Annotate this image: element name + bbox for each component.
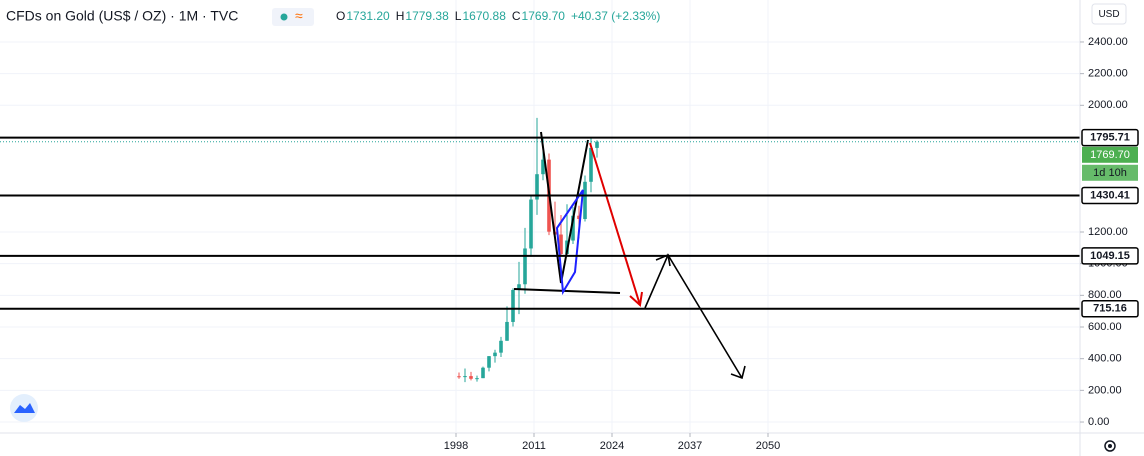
legend-value: 1779.38 xyxy=(405,9,449,23)
header: CFDs on Gold (US$ / OZ) · 1M · TVC ≈ O 17… xyxy=(6,8,660,26)
legend-label: H xyxy=(396,9,405,23)
candle-body xyxy=(523,248,527,285)
currency-box[interactable] xyxy=(1091,3,1127,25)
y-tick-label: 2200.00 xyxy=(1088,68,1128,80)
candle-body xyxy=(511,289,515,322)
axes: 0.00200.00400.00600.00800.001000.001200.… xyxy=(444,36,1139,452)
price-line-label: 715.16 xyxy=(1093,303,1127,315)
red-arrowhead xyxy=(629,291,643,307)
legend-label: O xyxy=(336,9,345,23)
legend-value: 1731.20 xyxy=(346,9,390,23)
candle-body xyxy=(505,321,509,341)
candle-body xyxy=(463,376,467,378)
last-price-label: 1769.70 xyxy=(1090,149,1130,161)
x-tick-label: 2037 xyxy=(678,440,702,452)
candle-body xyxy=(475,378,479,380)
price-line-label: 1795.71 xyxy=(1090,132,1130,144)
candle-body xyxy=(595,141,599,148)
candle-body xyxy=(499,340,503,353)
last-price-box xyxy=(1082,146,1138,163)
candle-body xyxy=(517,284,521,290)
legend-change: +40.37 (+2.33%) xyxy=(571,9,660,23)
countdown-box xyxy=(1082,164,1138,181)
black-arrowhead xyxy=(730,365,746,380)
candle-body xyxy=(583,181,587,220)
status-badge xyxy=(272,8,314,26)
x-tick-label: 1998 xyxy=(444,440,468,452)
red-arrow xyxy=(589,142,641,306)
candle-body xyxy=(481,367,485,379)
price-line-label-box xyxy=(1081,247,1139,265)
y-tick-label: 2400.00 xyxy=(1088,36,1128,48)
y-tick-label: 400.00 xyxy=(1088,353,1122,365)
legend-label: C xyxy=(512,9,521,23)
y-tick-label: 0.00 xyxy=(1088,416,1109,428)
x-tick-label: 2024 xyxy=(600,440,624,452)
y-tick-label: 1200.00 xyxy=(1088,226,1128,238)
price-line-label: 1049.15 xyxy=(1090,250,1130,262)
grid xyxy=(0,0,1080,432)
logo-mark xyxy=(14,403,35,413)
price-line-label-box xyxy=(1081,300,1139,318)
logo[interactable] xyxy=(10,394,38,422)
gear-center xyxy=(1108,444,1112,448)
candle-body xyxy=(559,234,563,255)
y-tick-label: 200.00 xyxy=(1088,384,1122,396)
delay-icon: ≈ xyxy=(295,8,303,24)
channel xyxy=(555,189,584,296)
gear xyxy=(1104,440,1116,452)
candle-body xyxy=(493,352,497,357)
candle-body xyxy=(469,376,473,379)
candle-body xyxy=(571,215,575,241)
candle-body xyxy=(535,174,539,200)
settings-icon[interactable] xyxy=(1104,440,1116,452)
y-tick-label: 600.00 xyxy=(1088,321,1122,333)
market-open-dot xyxy=(280,13,288,21)
candle-body xyxy=(541,159,545,175)
double-top xyxy=(540,131,589,284)
currency: USD xyxy=(1098,9,1119,20)
x-tick-label: 2011 xyxy=(522,440,546,452)
legend-value: 1670.88 xyxy=(462,9,506,23)
legend-value: 1769.70 xyxy=(522,9,566,23)
logo-bg xyxy=(10,394,38,422)
y-tick-label: 800.00 xyxy=(1088,289,1122,301)
price-lines xyxy=(0,136,1080,310)
countdown: 1d 10h xyxy=(1093,167,1127,179)
candle-body xyxy=(529,199,533,249)
x-tick-label: 2050 xyxy=(756,440,780,452)
chart-title: CFDs on Gold (US$ / OZ) · 1M · TVC xyxy=(6,8,238,24)
legend-label: L xyxy=(455,9,462,23)
neckline xyxy=(513,288,621,294)
y-tick-label: 2000.00 xyxy=(1088,99,1128,111)
price-line-label-box xyxy=(1081,128,1139,147)
price-line-label-box xyxy=(1081,186,1139,205)
price-line-label: 1430.41 xyxy=(1090,189,1130,201)
candle-body xyxy=(589,147,593,182)
candle-body xyxy=(577,215,581,220)
candle-body xyxy=(457,376,461,378)
candle-body xyxy=(487,356,491,368)
